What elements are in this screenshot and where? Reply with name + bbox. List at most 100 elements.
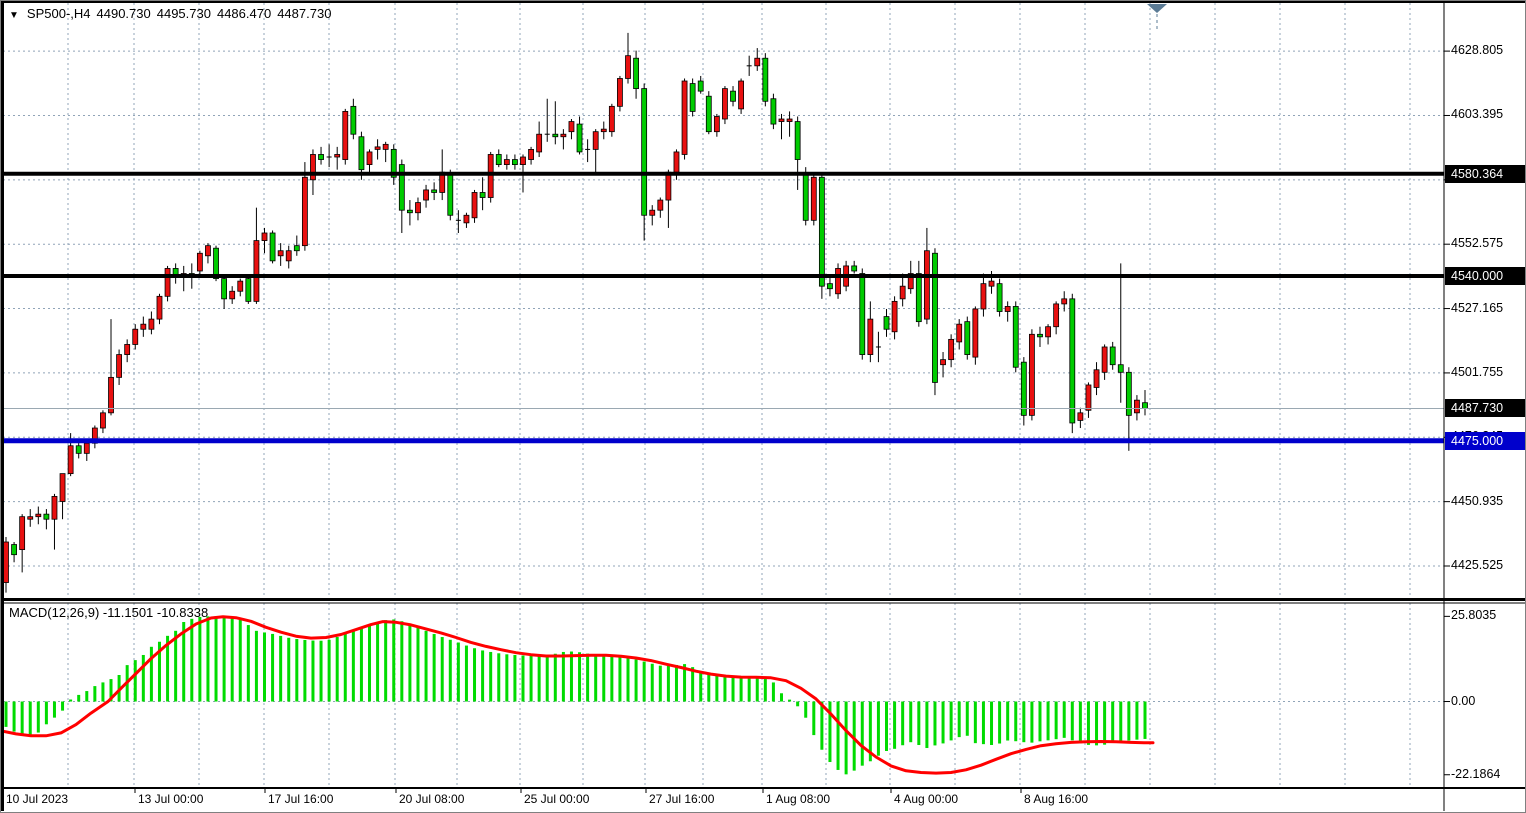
macd-histogram-bar (1062, 701, 1066, 738)
candle-body (334, 154, 341, 158)
macd-histogram-bar (771, 682, 775, 702)
title-high: 4495.730 (156, 6, 211, 21)
macd-histogram-bar (812, 701, 816, 736)
macd-histogram-bar (650, 663, 654, 702)
macd-histogram-bar (311, 640, 315, 702)
candle-body (116, 354, 122, 378)
candle-body (899, 285, 906, 300)
macd-histogram-bar (61, 701, 65, 711)
macd-histogram-bar (359, 627, 363, 702)
candle-body (156, 295, 163, 320)
candle-body (471, 192, 478, 219)
macd-histogram-bar (28, 701, 32, 736)
macd-histogram-bar (4, 701, 8, 727)
macd-histogram-bar (222, 616, 226, 702)
candle-body (11, 544, 17, 556)
macd-histogram-bar (174, 630, 178, 702)
macd-histogram-bar (1070, 701, 1074, 741)
macd-panel-bottom-border (1, 787, 1525, 789)
candle-body (600, 128, 607, 133)
candle-body (552, 133, 559, 138)
macd-histogram-bar (876, 701, 880, 756)
macd-histogram-bar (674, 664, 678, 702)
title-close: 4487.730 (277, 6, 332, 21)
candle-body (520, 156, 526, 166)
macd-histogram-bar (319, 640, 323, 702)
macd-histogram-bar (747, 678, 751, 702)
candle-body (1085, 384, 1092, 411)
candle-body (851, 265, 858, 272)
candle-body (649, 209, 656, 216)
macd-histogram-bar (1030, 701, 1034, 743)
macd-histogram-bar (634, 659, 638, 702)
candle-body (415, 202, 421, 214)
symbol-period-label: SP500-,H4 (26, 6, 91, 21)
time-axis-label: 27 Jul 16:00 (649, 792, 715, 806)
macd-histogram-bar (1111, 701, 1115, 743)
candle-body (140, 323, 147, 330)
candle-body (1045, 326, 1051, 338)
macd-histogram-bar (376, 623, 380, 702)
candle-body (358, 136, 365, 171)
candle-body (479, 192, 486, 198)
candle-body (1134, 399, 1140, 414)
panel-separator[interactable] (1, 598, 1526, 601)
macd-histogram-bar (973, 701, 977, 744)
candle-body (512, 159, 518, 166)
candle-body (713, 116, 720, 133)
price-axis-label: 4603.395 (1451, 107, 1504, 122)
candle-body (301, 176, 308, 247)
macd-histogram-bar (1086, 701, 1090, 745)
time-axis-label: 25 Jul 00:00 (524, 792, 590, 806)
price-axis-label: 4425.525 (1451, 558, 1504, 572)
macd-histogram-bar (1143, 701, 1147, 739)
macd-histogram-bar (303, 639, 307, 702)
candle-body (730, 90, 736, 102)
symbol-collapse-icon[interactable]: ▼ (9, 10, 19, 21)
candle-body (59, 473, 66, 502)
candle-body (1061, 298, 1068, 305)
candle-body (673, 151, 680, 173)
candle-body (495, 154, 502, 166)
macd-histogram-bar (981, 701, 985, 745)
macd-histogram-bar (852, 701, 856, 771)
shift-marker-icon[interactable] (1147, 4, 1167, 13)
macd-histogram-bar (101, 682, 105, 702)
candle-body (423, 189, 429, 201)
candle-body (1101, 346, 1108, 373)
macd-histogram-bar (990, 701, 994, 745)
candle-body (608, 105, 615, 133)
macd-histogram-bar (618, 655, 622, 702)
macd-histogram-bar (190, 618, 194, 702)
time-axis-label: 4 Aug 00:00 (894, 792, 959, 806)
candle-body (641, 88, 648, 216)
candle-body (625, 55, 631, 79)
candle-body (487, 154, 494, 198)
macd-histogram-bar (658, 665, 662, 702)
macd-histogram-bar (828, 701, 832, 763)
candle-body (196, 252, 203, 272)
candle-body (269, 232, 276, 262)
macd-histogram-bar (287, 637, 291, 702)
candle-body (907, 273, 914, 290)
candle-body (213, 247, 219, 279)
candle-body (568, 121, 575, 133)
candle-body (1020, 361, 1027, 416)
macd-indicator-label: MACD(12,26,9) -11.1501 -10.8338 (9, 605, 209, 620)
candle-body (536, 133, 543, 153)
macd-histogram-bar (497, 653, 501, 702)
macd-histogram-bar (238, 619, 242, 702)
candle-body (503, 159, 510, 166)
macd-histogram-bar (804, 701, 808, 718)
candle-body (802, 174, 809, 221)
candle-body (221, 278, 228, 300)
macd-histogram-bar (820, 701, 824, 750)
candle-body (1117, 364, 1124, 373)
macd-histogram-bar (271, 633, 275, 702)
macd-histogram-bar (262, 632, 266, 702)
macd-histogram-bar (214, 616, 218, 702)
candle-body (431, 189, 438, 193)
macd-histogram-bar (157, 641, 161, 702)
macd-histogram-bar (166, 635, 170, 702)
